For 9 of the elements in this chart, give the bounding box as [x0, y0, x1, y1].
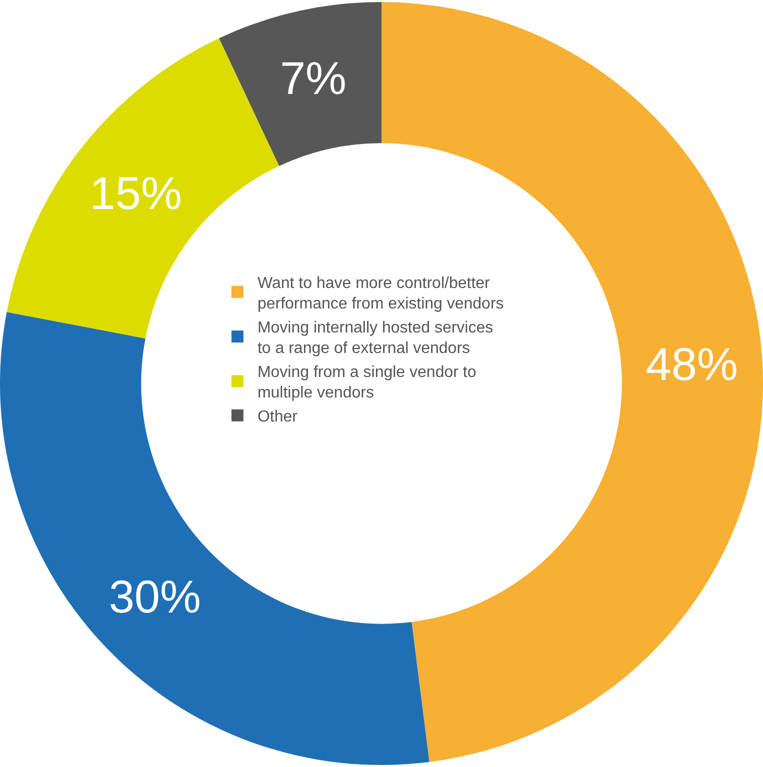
legend-label: Moving from a single vendor to multiple vendors	[257, 364, 476, 402]
data-label: 15%	[90, 166, 182, 219]
donut-slice	[219, 2, 382, 166]
data-label: 30%	[108, 570, 201, 622]
data-label: 7%	[280, 52, 346, 104]
legend-label: Other	[257, 408, 298, 426]
data-label: 48%	[646, 338, 738, 390]
legend-label: Moving internally hosted services to a range of external vendors	[257, 319, 494, 358]
legend-label: Want to have more control/better performance from existing vendors	[257, 274, 504, 313]
